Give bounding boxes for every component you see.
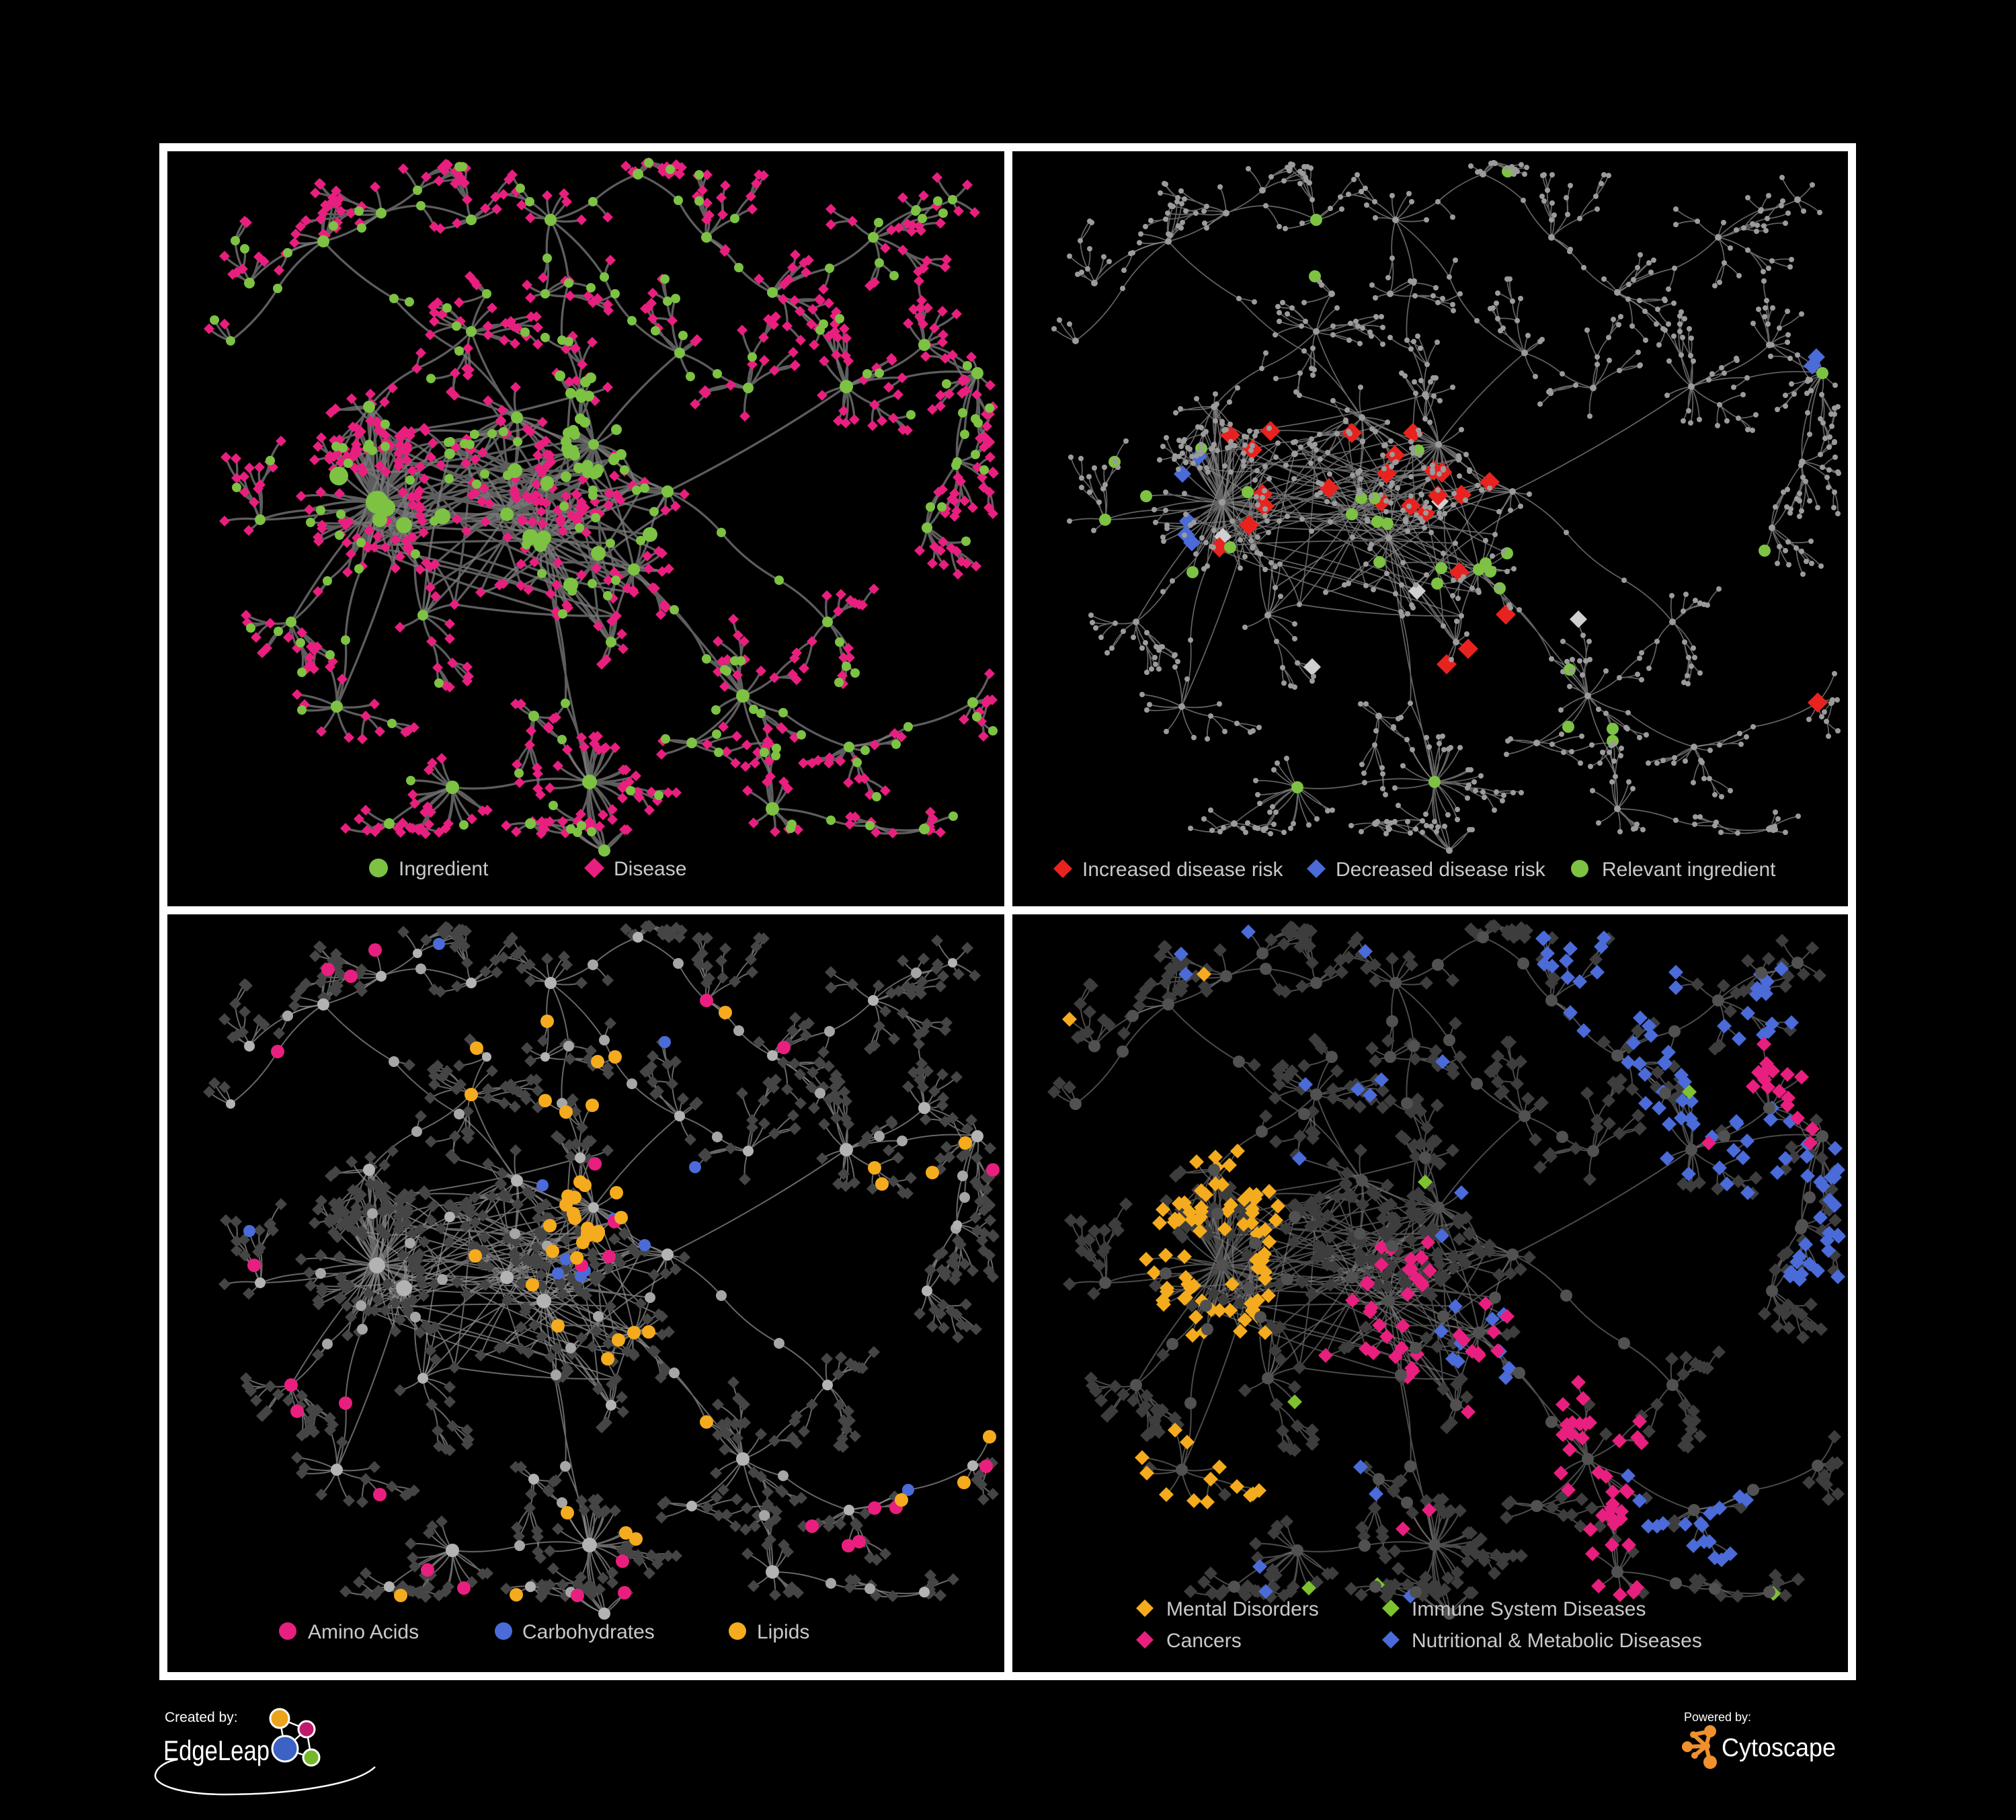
svg-text:Powered by:: Powered by: bbox=[1684, 1710, 1751, 1724]
svg-text:Amino Acids: Amino Acids bbox=[308, 1621, 419, 1643]
svg-text:Relevant ingredient: Relevant ingredient bbox=[1602, 859, 1776, 881]
svg-text:Created by:: Created by: bbox=[165, 1710, 238, 1725]
svg-text:Lipids: Lipids bbox=[757, 1621, 809, 1643]
svg-text:Ingredient: Ingredient bbox=[399, 858, 489, 880]
svg-text:Increased disease risk: Increased disease risk bbox=[1082, 859, 1283, 881]
svg-text:Nutritional & Metabolic Diseas: Nutritional & Metabolic Diseases bbox=[1412, 1630, 1702, 1652]
svg-text:Decreased disease risk: Decreased disease risk bbox=[1336, 859, 1546, 881]
svg-text:Immune System Diseases: Immune System Diseases bbox=[1412, 1598, 1646, 1620]
svg-text:EdgeLeap: EdgeLeap bbox=[163, 1735, 270, 1766]
svg-text:Cancers: Cancers bbox=[1166, 1630, 1242, 1652]
svg-text:Carbohydrates: Carbohydrates bbox=[522, 1621, 655, 1643]
svg-text:Cytoscape: Cytoscape bbox=[1722, 1734, 1836, 1762]
svg-text:Mental Disorders: Mental Disorders bbox=[1166, 1598, 1319, 1620]
svg-text:Disease: Disease bbox=[614, 858, 686, 880]
